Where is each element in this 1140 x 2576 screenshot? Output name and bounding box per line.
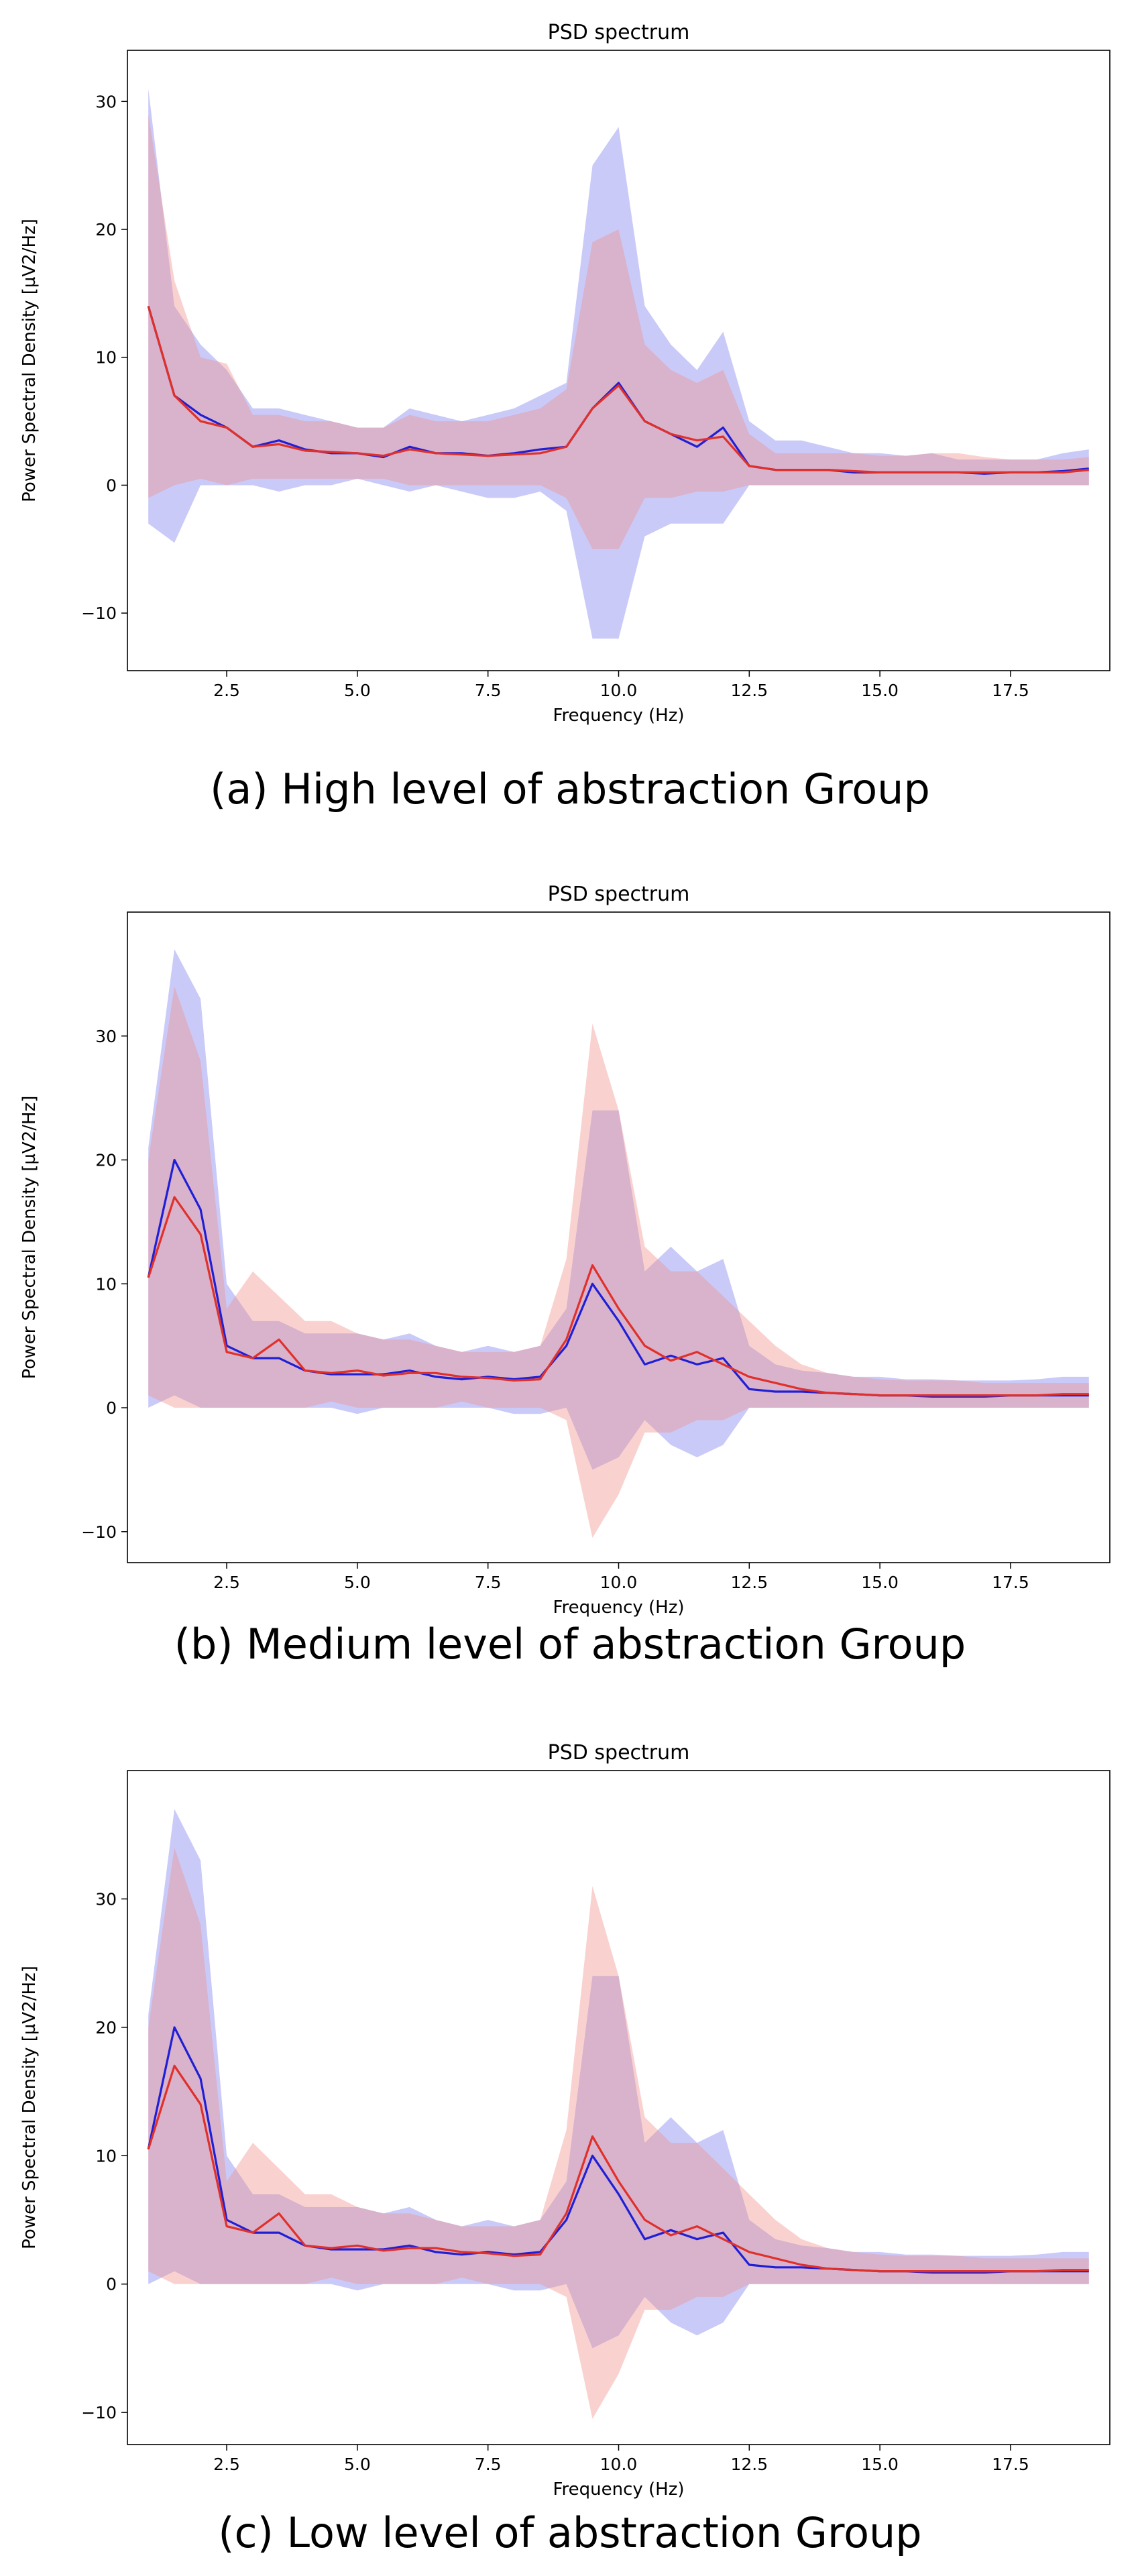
psd-chart-a: 2.5 5.0 7.5 10.0 12.5 15.0 17.5 −10 0 10 20 30 PSD s…: [19, 21, 1110, 726]
y-axis-label: Power Spectral Density [µV2/Hz]: [19, 219, 40, 502]
y-axis-label: Power Spectral Density [µV2/Hz]: [19, 1966, 40, 2249]
x-tick-label: 15.0: [861, 2455, 899, 2474]
caption-b: (b) Medium level of abstraction Group: [174, 1620, 966, 1669]
band-red: [148, 114, 1089, 549]
series-line-red: [147, 1196, 1089, 1397]
x-tick-label: 5.0: [344, 1573, 371, 1592]
x-tick-label: 15.0: [861, 1573, 899, 1592]
band-red: [148, 986, 1089, 1538]
x-tick-label: 17.5: [992, 2455, 1029, 2474]
x-tick-label: 7.5: [475, 2455, 502, 2474]
x-tick-label: 7.5: [475, 681, 502, 700]
y-tick-label: −10: [81, 604, 117, 623]
caption-a: (a) High level of abstraction Group: [210, 765, 930, 814]
y-axis-label: Power Spectral Density [µV2/Hz]: [19, 1096, 40, 1380]
x-tick-label: 10.0: [600, 2455, 638, 2474]
y-tick-label: 10: [95, 1274, 117, 1294]
x-tick-label: 7.5: [475, 1573, 502, 1592]
series-line-red: [147, 2064, 1089, 2273]
x-tick-label: 2.5: [213, 681, 240, 700]
y-tick-label: 30: [95, 1889, 117, 1909]
chart-panel-a: 2.5 5.0 7.5 10.0 12.5 15.0 17.5 −10 0 10 20 30 PSD s…: [0, 0, 1140, 858]
y-tick-label: −10: [81, 1522, 117, 1542]
x-tick-label: 12.5: [730, 2455, 768, 2474]
x-tick-label: 12.5: [730, 681, 768, 700]
y-tick-label: 10: [95, 348, 117, 368]
y-tick-label: 20: [95, 2018, 117, 2037]
x-axis-label: Frequency (Hz): [553, 1598, 684, 1618]
caption-c: (c) Low level of abstraction Group: [218, 2508, 922, 2557]
x-tick-label: 2.5: [213, 1573, 240, 1592]
x-tick-label: 10.0: [600, 1573, 638, 1592]
x-tick-label: 2.5: [213, 2455, 240, 2474]
y-tick-label: 0: [106, 2275, 117, 2294]
band-blue: [148, 89, 1089, 639]
y-tick-label: 30: [95, 1027, 117, 1046]
x-axis-label: Frequency (Hz): [553, 706, 684, 726]
x-tick-label: 5.0: [344, 681, 371, 700]
series-line-red: [147, 305, 1089, 474]
band-blue: [148, 1809, 1089, 2349]
y-tick-label: 30: [95, 92, 117, 111]
band-blue: [148, 949, 1089, 1470]
x-tick-label: 5.0: [344, 2455, 371, 2474]
y-tick-label: 10: [95, 2146, 117, 2166]
x-tick-label: 17.5: [992, 1573, 1029, 1592]
band-red: [148, 1847, 1089, 2419]
x-tick-label: 12.5: [730, 1573, 768, 1592]
y-tick-label: −10: [81, 2403, 117, 2422]
x-tick-label: 10.0: [600, 681, 638, 700]
y-tick-label: 20: [95, 1151, 117, 1170]
chart-panel-b: 2.5 5.0 7.5 10.0 12.5 15.0 17.5 −10 0 10 20 30 PSD s…: [0, 858, 1140, 1717]
chart-title: PSD spectrum: [548, 883, 690, 906]
x-tick-label: 17.5: [992, 681, 1029, 700]
y-tick-label: 0: [106, 1398, 117, 1418]
x-axis-label: Frequency (Hz): [553, 2479, 684, 2500]
chart-title: PSD spectrum: [548, 1741, 690, 1765]
chart-panel-c: 2.5 5.0 7.5 10.0 12.5 15.0 17.5 −10 0 10 20 30 PSD s…: [0, 1717, 1140, 2576]
y-tick-label: 0: [106, 475, 117, 495]
chart-title: PSD spectrum: [548, 21, 690, 44]
psd-chart-b: 2.5 5.0 7.5 10.0 12.5 15.0 17.5 −10 0 10 20 30 PSD s…: [19, 883, 1110, 1618]
x-tick-label: 15.0: [861, 681, 899, 700]
y-tick-label: 20: [95, 220, 117, 239]
psd-chart-c: 2.5 5.0 7.5 10.0 12.5 15.0 17.5 −10 0 10 20 30 PSD s…: [19, 1741, 1110, 2500]
